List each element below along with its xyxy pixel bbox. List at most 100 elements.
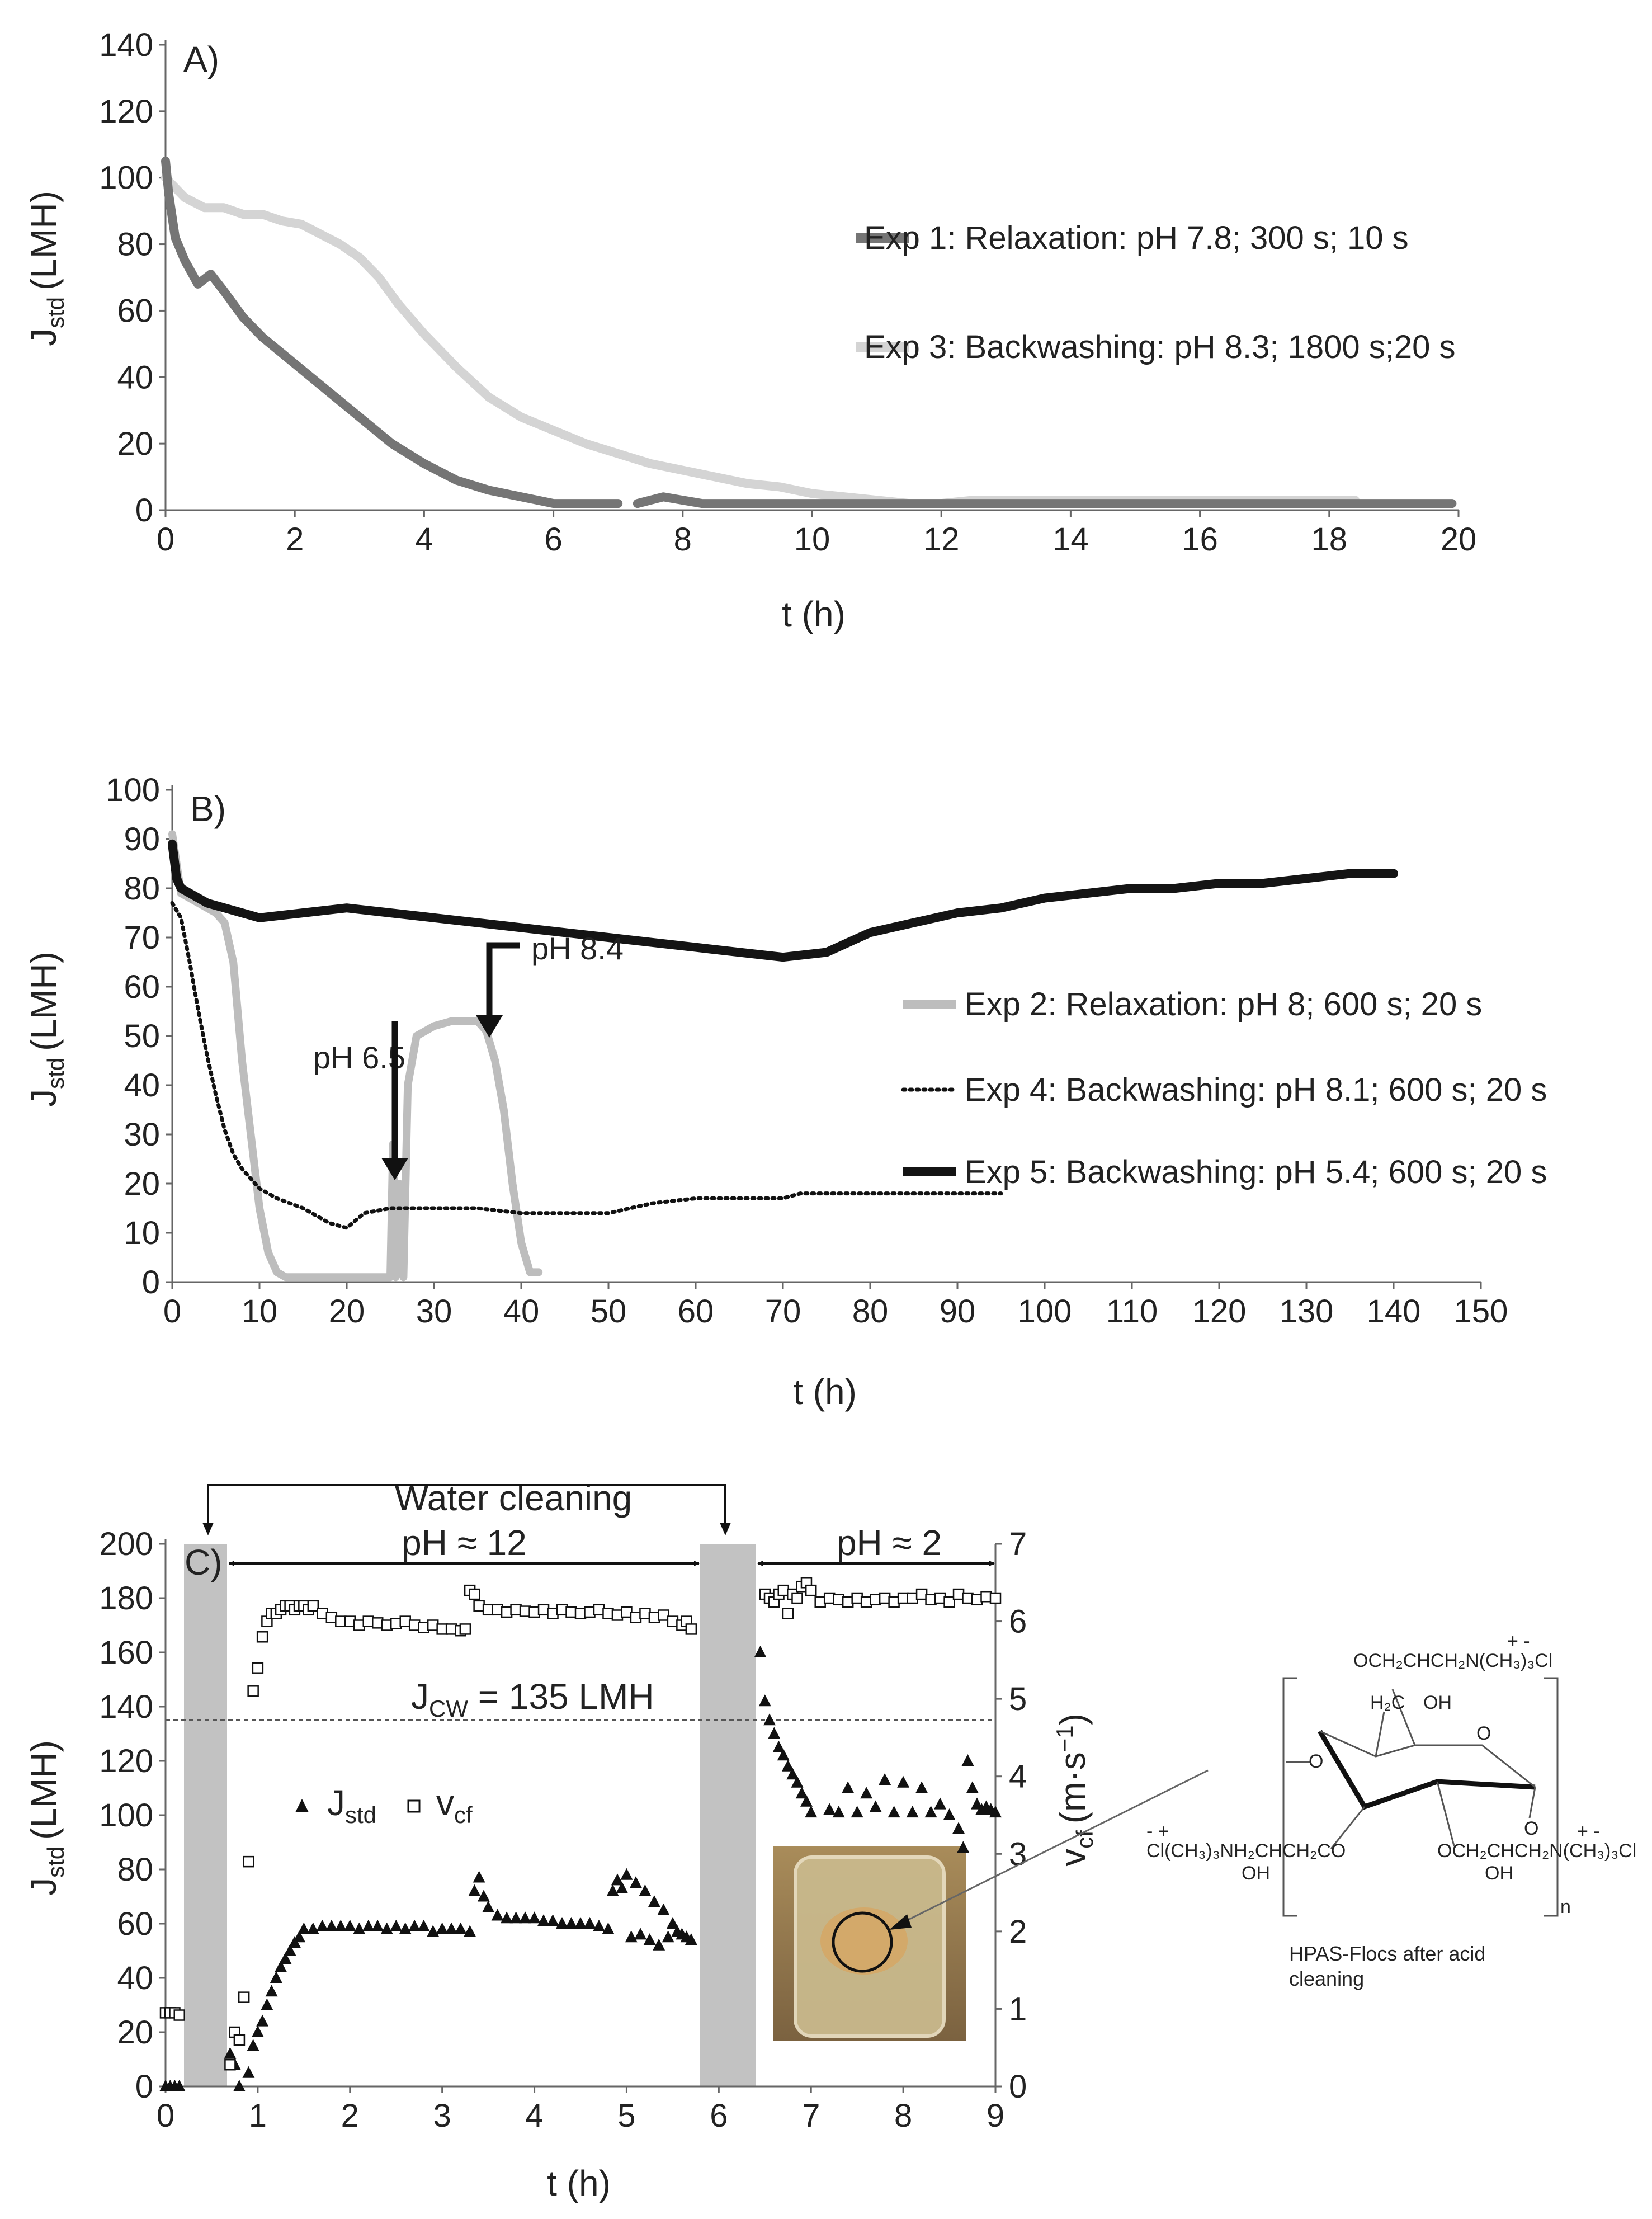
jstd-point xyxy=(380,1922,393,1934)
jstd-point xyxy=(468,1884,481,1896)
chem-left-group: Cl(CH₃)₃NH₂CHCH₂CO xyxy=(1146,1840,1346,1862)
vcf-point xyxy=(469,1588,480,1600)
jstd-point xyxy=(298,1922,310,1934)
jstd-point xyxy=(906,1806,919,1818)
y-tick-label: 80 xyxy=(124,870,160,907)
jstd-point xyxy=(805,1806,818,1818)
y-tick-label: 200 xyxy=(99,1526,153,1562)
legend-label-vcf: vcf xyxy=(436,1783,473,1828)
panel-c-y-label-main: J xyxy=(23,1878,64,1896)
panel-c-y-label-unit: (LMH) xyxy=(23,1740,64,1840)
jstd-point xyxy=(491,1909,504,1921)
jstd-point xyxy=(989,1806,1002,1818)
vcf-point xyxy=(989,1592,1002,1604)
x-tick-label: 18 xyxy=(1311,521,1348,558)
jstd-point xyxy=(275,1960,287,1972)
jstd-point xyxy=(620,1868,633,1880)
vcf-point xyxy=(224,2058,236,2071)
y-tick-label: 60 xyxy=(124,969,160,1005)
x-tick-label: 80 xyxy=(852,1293,889,1330)
y-tick-label: 160 xyxy=(99,1634,153,1671)
jcw-label-rest: = 135 LMH xyxy=(468,1676,654,1717)
x-tick-label: 1 xyxy=(249,2098,267,2134)
jstd-point xyxy=(371,1919,384,1931)
jstd-point xyxy=(606,1884,619,1896)
vcf-point xyxy=(307,1600,319,1612)
jstd-point xyxy=(362,1919,375,1931)
y-tick-label: 50 xyxy=(124,1018,160,1054)
jstd-point xyxy=(173,2080,186,2091)
y-tick-label: 40 xyxy=(117,359,153,395)
vcf-point xyxy=(685,1623,697,1635)
y-tick-label: 140 xyxy=(99,27,153,63)
x-tick-label: 6 xyxy=(710,2098,728,2134)
panel-b-legend-exp4: Exp 4: Backwashing: pH 8.1; 600 s; 20 s xyxy=(965,1072,1547,1108)
panel-c-y2-label-unit: (m·s xyxy=(1052,1752,1093,1824)
jstd-point xyxy=(616,1881,629,1893)
jstd-point xyxy=(961,1754,974,1766)
y-tick-label: 0 xyxy=(135,2069,153,2105)
x-tick-label: 8 xyxy=(674,521,692,558)
y-tick-label: 100 xyxy=(99,160,153,196)
vcf-point xyxy=(256,1631,268,1643)
jstd-point xyxy=(869,1800,882,1812)
jstd-point xyxy=(915,1781,928,1793)
jstd-point xyxy=(306,1922,319,1934)
jstd-point xyxy=(399,1922,412,1934)
jstd-point xyxy=(643,1933,656,1945)
x-tick-label: 9 xyxy=(987,2098,1004,2134)
ph-acid-label: pH ≈ 2 xyxy=(837,1523,942,1563)
jstd-point xyxy=(417,1919,430,1931)
jstd-point xyxy=(546,1914,559,1926)
x-tick-label: 5 xyxy=(617,2098,635,2134)
chem-n-subscript: n xyxy=(1560,1896,1571,1918)
jstd-point xyxy=(653,1938,665,1951)
jstd-point xyxy=(537,1914,550,1926)
x-tick-label: 2 xyxy=(341,2098,359,2134)
jstd-point xyxy=(247,2039,259,2051)
x-tick-label: 4 xyxy=(415,521,433,558)
hpas-chemical-labels: OCH₂CHCH₂N(CH₃)₃Cl + - H₂C OH O O Cl(CH₃… xyxy=(1146,1631,1636,1918)
chem-top-group: OCH₂CHCH₂N(CH₃)₃Cl xyxy=(1353,1650,1552,1671)
x-tick-label: 50 xyxy=(591,1293,627,1330)
x-tick-label: 120 xyxy=(1192,1293,1247,1330)
jstd-point xyxy=(832,1806,845,1818)
y-tick-label: 140 xyxy=(99,1689,153,1725)
panel-c-y2-label-close: ) xyxy=(1052,1713,1093,1725)
jstd-point xyxy=(592,1919,605,1931)
panel-c-y2-label-main: v xyxy=(1052,1849,1093,1867)
panel-c-y2-label-sup: −1 xyxy=(1051,1725,1078,1752)
jstd-point xyxy=(879,1773,891,1785)
jstd-point xyxy=(390,1919,403,1931)
jstd-point xyxy=(284,1944,296,1956)
vcf-point xyxy=(943,1596,955,1608)
panel-b-arrowhead-ph84 xyxy=(476,1015,503,1038)
y-tick-label: 180 xyxy=(99,1580,153,1617)
vcf-point xyxy=(173,2009,185,2021)
y2-tick-label: 5 xyxy=(1009,1681,1027,1717)
x-tick-label: 70 xyxy=(765,1293,801,1330)
jstd-point xyxy=(943,1808,956,1820)
jstd-point xyxy=(657,1903,670,1915)
legend-vcf-sub: cf xyxy=(454,1802,473,1828)
x-tick-label: 3 xyxy=(433,2098,451,2134)
chem-right-oh: OH xyxy=(1485,1863,1513,1884)
jstd-point xyxy=(888,1806,900,1818)
jstd-point xyxy=(482,1900,495,1912)
inset-caption-line2: cleaning xyxy=(1289,1967,1364,1990)
chem-ring-o: O xyxy=(1476,1723,1491,1744)
vcf-point xyxy=(782,1608,794,1619)
ph-base-label: pH ≈ 12 xyxy=(402,1523,527,1563)
x-tick-label: 14 xyxy=(1052,521,1089,558)
jstd-point xyxy=(261,1998,273,2010)
panel-b-y-label-unit: (LMH) xyxy=(23,951,64,1051)
x-tick-label: 10 xyxy=(794,521,830,558)
panel-a-y-label-unit: (LMH) xyxy=(23,191,64,290)
jstd-point xyxy=(353,1922,366,1934)
panel-c-label: C) xyxy=(185,1542,223,1582)
y-tick-label: 120 xyxy=(99,1743,153,1779)
jstd-point xyxy=(574,1917,587,1929)
panel-c-y-axis-label: Jstd (LMH) xyxy=(23,1740,69,1896)
jstd-point xyxy=(270,1971,282,1983)
vcf-point xyxy=(459,1623,471,1635)
